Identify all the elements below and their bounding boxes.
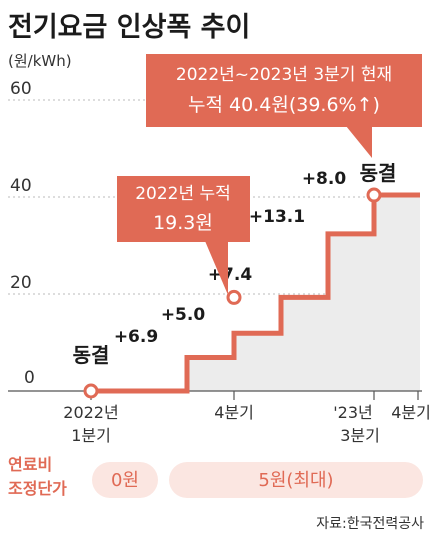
callout-2022: 2022년 누적 19.3원	[117, 176, 250, 295]
y-tick-labels: 60 40 20 0	[10, 79, 35, 388]
y-tick-label: 60	[10, 79, 32, 99]
series-marker	[83, 383, 99, 399]
x-tick-2022: 2022년	[63, 403, 118, 422]
x-tick-2023-q4: 4분기	[391, 403, 431, 422]
y-tick-label: 20	[10, 273, 32, 293]
source-note: 자료:한국전력공사	[316, 516, 424, 532]
callout-2022-box	[117, 176, 250, 242]
callout-2022-line1: 2022년 누적	[135, 184, 231, 204]
fuel-cost-label-2: 조정단가	[8, 479, 67, 498]
y-tick-label: 0	[24, 368, 35, 388]
x-tick-q1: 1분기	[71, 426, 111, 445]
fuel-cost-label-1: 연료비	[8, 455, 52, 474]
freeze-label: 동결	[73, 343, 110, 367]
series-marker	[366, 187, 382, 203]
callout-2022-line2: 19.3원	[153, 212, 213, 234]
x-tick-23: '23년	[333, 403, 372, 422]
callout-total: 2022년~2023년 3분기 현재 누적 40.4원(39.6%↑)	[146, 54, 422, 158]
fuel-cost-pill-5	[169, 462, 423, 498]
callout-total-line2: 누적 40.4원(39.6%↑)	[188, 94, 380, 116]
y-unit-label: (원/kWh)	[8, 52, 72, 70]
step-label: +5.0	[161, 305, 206, 325]
step-label: +6.9	[114, 327, 158, 347]
x-tick-2022-q4: 4분기	[214, 403, 254, 422]
cumulative-area	[91, 195, 420, 391]
step-label: +7.4	[208, 265, 253, 285]
chart-title: 전기요금 인상폭 추이	[8, 12, 250, 43]
fuel-cost-pill-0	[92, 462, 158, 498]
series-marker	[226, 289, 242, 305]
markers	[83, 187, 382, 399]
callout-2022-pointer	[205, 241, 228, 295]
step-label: +8.0	[302, 169, 347, 189]
callout-total-line1: 2022년~2023년 3분기 현재	[176, 65, 392, 85]
fuel-cost-pill-0-text: 0원	[111, 470, 139, 491]
callout-total-pointer	[346, 126, 372, 158]
freeze-label: 동결	[360, 161, 397, 185]
callout-total-box	[146, 54, 422, 127]
y-tick-label: 40	[10, 176, 32, 196]
x-tick-q3: 3분기	[340, 426, 380, 445]
series-line	[91, 192, 420, 394]
fuel-cost-pill-5-text: 5원(최대)	[258, 470, 333, 491]
step-label: +13.1	[249, 207, 305, 227]
